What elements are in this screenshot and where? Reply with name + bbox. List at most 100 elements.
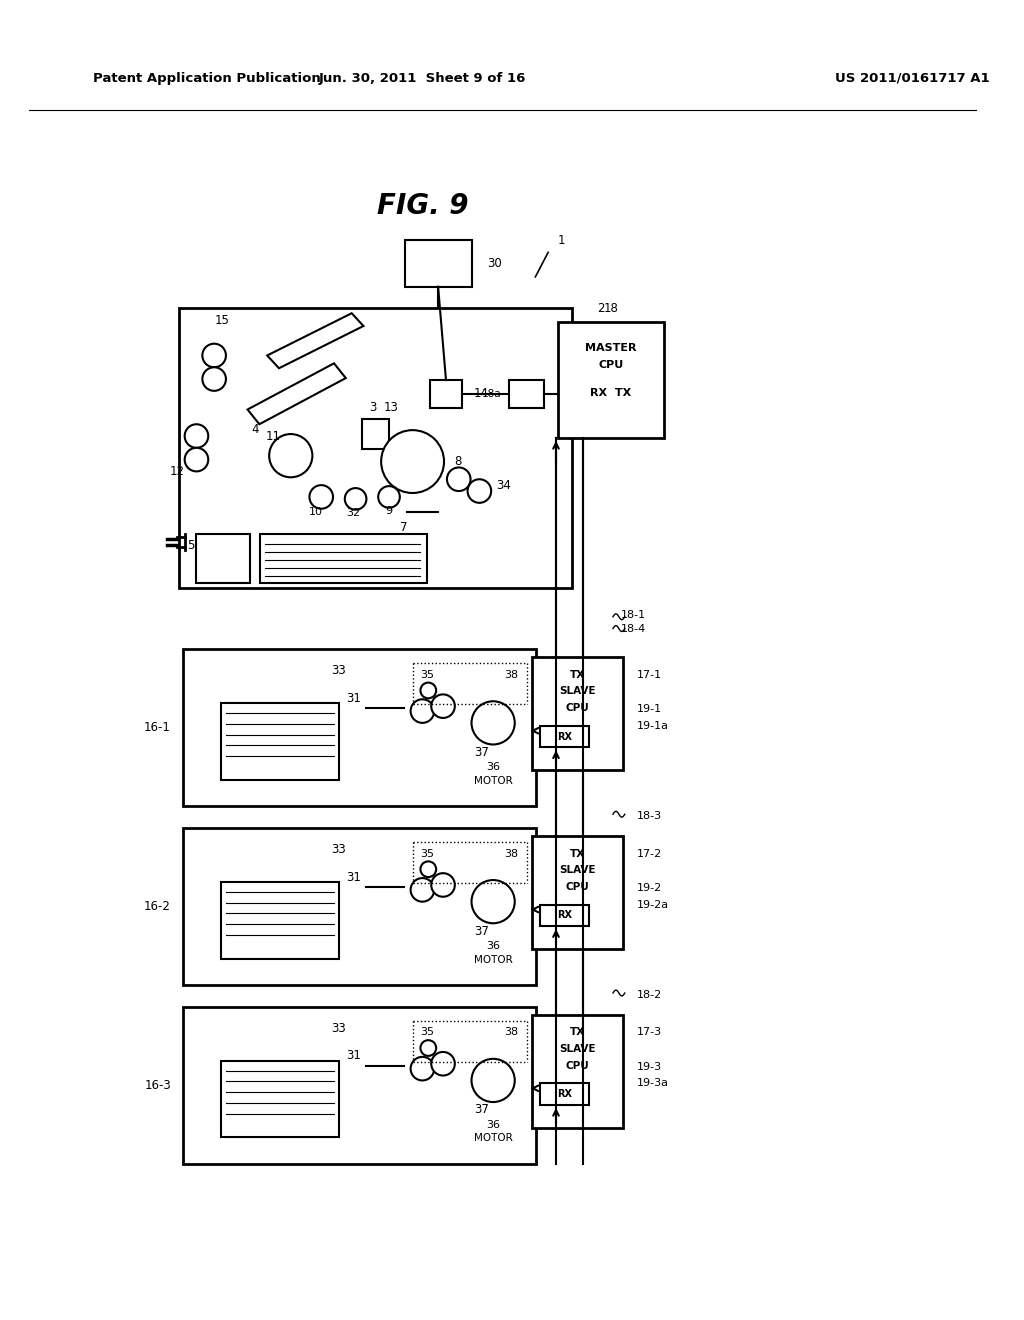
Text: CPU: CPU — [565, 704, 590, 713]
Text: 17-3: 17-3 — [637, 1027, 662, 1038]
Bar — [532, 657, 623, 770]
Text: 38: 38 — [504, 1027, 518, 1038]
Circle shape — [411, 1057, 434, 1081]
Text: 3: 3 — [370, 401, 377, 414]
Text: 31: 31 — [347, 1049, 361, 1063]
Text: RX: RX — [557, 1089, 572, 1100]
Text: 38: 38 — [504, 669, 518, 680]
Circle shape — [381, 430, 444, 492]
Text: 16-1: 16-1 — [144, 721, 171, 734]
Text: 10: 10 — [309, 507, 324, 516]
Text: 33: 33 — [332, 1022, 346, 1035]
Text: US 2011/0161717 A1: US 2011/0161717 A1 — [835, 73, 989, 84]
Text: 14: 14 — [473, 387, 488, 400]
Circle shape — [468, 479, 492, 503]
Text: 38: 38 — [504, 849, 518, 858]
Text: SLAVE: SLAVE — [559, 865, 596, 875]
Text: 30: 30 — [487, 256, 502, 269]
Text: 17-1: 17-1 — [637, 669, 662, 680]
Bar — [541, 726, 590, 747]
Circle shape — [203, 367, 226, 391]
Text: 35: 35 — [420, 669, 434, 680]
Text: MASTER: MASTER — [586, 343, 637, 352]
Circle shape — [184, 447, 208, 471]
Text: 2: 2 — [597, 302, 605, 315]
Text: RX: RX — [557, 731, 572, 742]
Bar — [404, 239, 471, 286]
Text: 35: 35 — [420, 849, 434, 858]
Text: 36: 36 — [486, 941, 500, 950]
Text: 16-2: 16-2 — [144, 900, 171, 913]
Circle shape — [431, 1052, 455, 1076]
Text: RX: RX — [557, 911, 572, 920]
Bar — [260, 535, 427, 583]
Bar — [532, 836, 623, 949]
Text: 32: 32 — [346, 508, 360, 517]
Text: Patent Application Publication: Patent Application Publication — [93, 73, 322, 84]
Polygon shape — [248, 363, 346, 424]
Circle shape — [411, 700, 434, 723]
Text: 37: 37 — [474, 924, 488, 937]
Text: 37: 37 — [474, 746, 488, 759]
Circle shape — [471, 701, 515, 744]
Text: 35: 35 — [420, 1027, 434, 1038]
Text: CPU: CPU — [565, 882, 590, 892]
Text: 18-2: 18-2 — [637, 990, 662, 1001]
Circle shape — [421, 682, 436, 698]
Circle shape — [431, 694, 455, 718]
Text: MOTOR: MOTOR — [474, 776, 512, 785]
Bar — [509, 380, 544, 408]
Text: 31: 31 — [347, 871, 361, 883]
Text: TX: TX — [570, 1027, 586, 1038]
Text: 1: 1 — [558, 234, 565, 247]
Text: FIG. 9: FIG. 9 — [377, 193, 468, 220]
Bar — [430, 380, 462, 408]
Bar — [361, 420, 389, 449]
Text: 19-3: 19-3 — [637, 1061, 662, 1072]
Bar — [221, 1061, 339, 1138]
Text: 16-3: 16-3 — [144, 1078, 171, 1092]
Text: 36: 36 — [486, 762, 500, 772]
Circle shape — [471, 880, 515, 923]
Circle shape — [203, 343, 226, 367]
Text: CPU: CPU — [565, 1061, 590, 1071]
Circle shape — [421, 862, 436, 876]
Text: 4: 4 — [252, 422, 259, 436]
Bar — [197, 535, 251, 583]
Text: 33: 33 — [332, 664, 346, 677]
Text: MOTOR: MOTOR — [474, 954, 512, 965]
Bar — [182, 828, 537, 985]
Text: 8: 8 — [454, 455, 461, 469]
Circle shape — [421, 1040, 436, 1056]
Circle shape — [378, 486, 399, 508]
Text: 34: 34 — [496, 479, 511, 491]
Text: 7: 7 — [400, 521, 408, 533]
Text: CPU: CPU — [598, 360, 624, 371]
Text: 9: 9 — [385, 506, 392, 516]
Bar — [532, 1015, 623, 1127]
Bar — [221, 704, 339, 780]
Text: 19-1: 19-1 — [637, 704, 662, 714]
Text: 18a: 18a — [481, 389, 501, 399]
Text: 37: 37 — [474, 1104, 488, 1117]
Text: TX: TX — [570, 849, 586, 858]
Text: 19-2a: 19-2a — [637, 900, 669, 909]
Text: 33: 33 — [332, 843, 346, 857]
Text: SLAVE: SLAVE — [559, 686, 596, 697]
Text: 19-1a: 19-1a — [637, 721, 669, 731]
Bar — [221, 882, 339, 958]
Text: 18-4: 18-4 — [621, 623, 646, 634]
Text: 18-3: 18-3 — [637, 812, 662, 821]
Polygon shape — [267, 313, 364, 368]
Bar — [182, 649, 537, 807]
Text: 36: 36 — [486, 1119, 500, 1130]
Text: 18: 18 — [603, 302, 618, 315]
Bar — [182, 1007, 537, 1164]
Circle shape — [471, 1059, 515, 1102]
Text: RX  TX: RX TX — [591, 388, 632, 397]
Text: Jun. 30, 2011  Sheet 9 of 16: Jun. 30, 2011 Sheet 9 of 16 — [318, 73, 526, 84]
Text: 11: 11 — [266, 429, 281, 442]
Text: SLAVE: SLAVE — [559, 1044, 596, 1053]
Circle shape — [411, 878, 434, 902]
Circle shape — [309, 486, 333, 508]
